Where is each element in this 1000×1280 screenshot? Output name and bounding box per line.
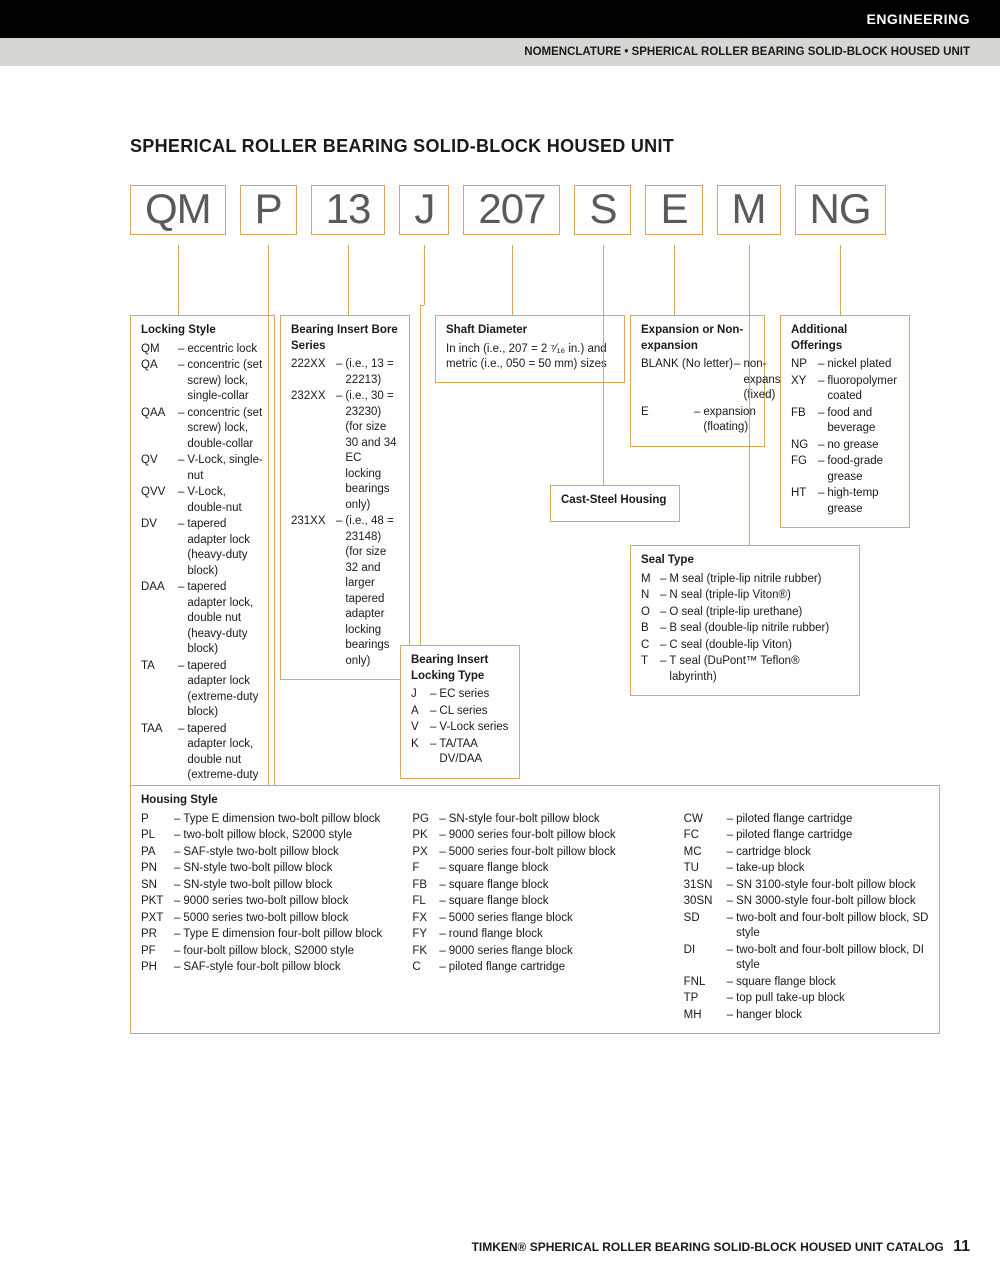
page-title: SPHERICAL ROLLER BEARING SOLID-BLOCK HOU… xyxy=(130,136,960,157)
definition-row: J – EC series xyxy=(411,687,509,703)
code-segment-2: 13 xyxy=(311,185,386,235)
definition-row: T – T seal (DuPont™ Teflon® labyrinth) xyxy=(641,654,849,685)
definition-row: 231XX – (i.e., 48 = 23148) (for size 32 … xyxy=(291,514,399,669)
definition-row: QVV – V-Lock, double-nut xyxy=(141,485,264,516)
definition-row: SD – two-bolt and four-bolt pillow block… xyxy=(684,911,929,942)
definition-row: FB – food and beverage xyxy=(791,406,899,437)
definition-row: FX – 5000 series flange block xyxy=(412,911,657,927)
definition-row: V – V-Lock series xyxy=(411,720,509,736)
info-box-locking: Locking Style QM – eccentric lock QA – c… xyxy=(130,315,275,810)
definition-row: FG – food-grade grease xyxy=(791,454,899,485)
code-segment-0: QM xyxy=(130,185,226,235)
info-box-housing: Housing Style P – Type E dimension two-b… xyxy=(130,785,940,1034)
definition-row: QAA – concentric (set screw) lock, doubl… xyxy=(141,406,264,453)
definition-row: DV – tapered adapter lock (heavy-duty bl… xyxy=(141,517,264,579)
definition-row: FL – square flange block xyxy=(412,894,657,910)
code-segment-8: NG xyxy=(795,185,886,235)
definition-row: FNL – square flange block xyxy=(684,975,929,991)
definition-row: C – piloted flange cartridge xyxy=(412,960,657,976)
definition-row: PA – SAF-style two-bolt pillow block xyxy=(141,845,386,861)
definition-row: QV – V-Lock, single-nut xyxy=(141,453,264,484)
definition-row: B – B seal (double-lip nitrile rubber) xyxy=(641,621,849,637)
definition-row: CW – piloted flange cartridge xyxy=(684,812,929,828)
header-black-bar: ENGINEERING xyxy=(0,0,1000,38)
info-box-bearing: Bearing Insert Bore Series 222XX – (i.e.… xyxy=(280,315,410,680)
definition-row: HT – high-temp grease xyxy=(791,486,899,517)
definition-row: PL – two-bolt pillow block, S2000 style xyxy=(141,828,386,844)
definition-row: PG – SN-style four-bolt pillow block xyxy=(412,812,657,828)
definition-row: A – CL series xyxy=(411,704,509,720)
nomenclature-code-row: QM P 13 J 207 SEM NG xyxy=(130,185,960,235)
definition-row: N – N seal (triple-lip Viton®) xyxy=(641,588,849,604)
nomenclature-diagram: Locking Style QM – eccentric lock QA – c… xyxy=(130,245,960,965)
definition-row: PH – SAF-style four-bolt pillow block xyxy=(141,960,386,976)
code-segment-4: 207 xyxy=(463,185,560,235)
definition-row: K – TA/TAA DV/DAA xyxy=(411,737,509,768)
definition-row: FK – 9000 series flange block xyxy=(412,944,657,960)
definition-row: M – M seal (triple-lip nitrile rubber) xyxy=(641,572,849,588)
definition-row: F – square flange block xyxy=(412,861,657,877)
definition-row: PN – SN-style two-bolt pillow block xyxy=(141,861,386,877)
footer-text: TIMKEN® SPHERICAL ROLLER BEARING SOLID-B… xyxy=(472,1240,944,1254)
page-content: SPHERICAL ROLLER BEARING SOLID-BLOCK HOU… xyxy=(0,66,1000,965)
definition-row: 232XX – (i.e., 30 = 23230) (for size 30 … xyxy=(291,389,399,513)
code-segment-6: E xyxy=(645,185,702,235)
info-box-seal: Seal Type M – M seal (triple-lip nitrile… xyxy=(630,545,860,696)
info-box-expansion: Expansion or Non-expansion BLANK (No let… xyxy=(630,315,765,447)
definition-row: QM – eccentric lock xyxy=(141,342,264,358)
definition-row: FC – piloted flange cartridge xyxy=(684,828,929,844)
definition-row: E – expansion (floating) xyxy=(641,405,754,436)
code-segment-1: P xyxy=(240,185,297,235)
page-number: 11 xyxy=(953,1238,970,1255)
info-box-cast: Cast-Steel Housing xyxy=(550,485,680,522)
code-segment-7: M xyxy=(717,185,781,235)
definition-row: O – O seal (triple-lip urethane) xyxy=(641,605,849,621)
definition-row: 30SN – SN 3000-style four-bolt pillow bl… xyxy=(684,894,929,910)
definition-row: XY – fluoropolymer coated xyxy=(791,374,899,405)
definition-row: PKT – 9000 series two-bolt pillow block xyxy=(141,894,386,910)
header-gray-bar: NOMENCLATURE • SPHERICAL ROLLER BEARING … xyxy=(0,38,1000,66)
definition-row: MH – hanger block xyxy=(684,1008,929,1024)
definition-row: NP – nickel plated xyxy=(791,357,899,373)
info-box-locktype: Bearing Insert Locking Type J – EC serie… xyxy=(400,645,520,779)
definition-row: FB – square flange block xyxy=(412,878,657,894)
definition-row: C – C seal (double-lip Viton) xyxy=(641,638,849,654)
definition-row: P – Type E dimension two-bolt pillow blo… xyxy=(141,812,386,828)
definition-row: 31SN – SN 3100-style four-bolt pillow bl… xyxy=(684,878,929,894)
page-footer: TIMKEN® SPHERICAL ROLLER BEARING SOLID-B… xyxy=(472,1238,970,1256)
definition-row: PF – four-bolt pillow block, S2000 style xyxy=(141,944,386,960)
code-segment-5: S xyxy=(574,185,631,235)
definition-row: 222XX – (i.e., 13 = 22213) xyxy=(291,357,399,388)
definition-row: PXT – 5000 series two-bolt pillow block xyxy=(141,911,386,927)
definition-row: BLANK (No letter) – non-expansion (fixed… xyxy=(641,357,754,404)
definition-row: DAA – tapered adapter lock, double nut (… xyxy=(141,580,264,658)
definition-row: PX – 5000 series four-bolt pillow block xyxy=(412,845,657,861)
definition-row: TU – take-up block xyxy=(684,861,929,877)
code-segment-3: J xyxy=(399,185,449,235)
definition-row: QA – concentric (set screw) lock, single… xyxy=(141,358,264,405)
definition-row: MC – cartridge block xyxy=(684,845,929,861)
definition-row: TA – tapered adapter lock (extreme-duty … xyxy=(141,659,264,721)
definition-row: PR – Type E dimension four-bolt pillow b… xyxy=(141,927,386,943)
definition-row: TP – top pull take-up block xyxy=(684,991,929,1007)
header-category: ENGINEERING xyxy=(866,11,970,27)
definition-row: PK – 9000 series four-bolt pillow block xyxy=(412,828,657,844)
definition-row: NG – no grease xyxy=(791,438,899,454)
header-breadcrumb: NOMENCLATURE • SPHERICAL ROLLER BEARING … xyxy=(524,46,970,58)
info-box-shaft: Shaft DiameterIn inch (i.e., 207 = 2 ⁷⁄₁… xyxy=(435,315,625,383)
definition-row: SN – SN-style two-bolt pillow block xyxy=(141,878,386,894)
definition-row: DI – two-bolt and four-bolt pillow block… xyxy=(684,943,929,974)
info-box-additional: Additional Offerings NP – nickel plated … xyxy=(780,315,910,528)
definition-row: FY – round flange block xyxy=(412,927,657,943)
